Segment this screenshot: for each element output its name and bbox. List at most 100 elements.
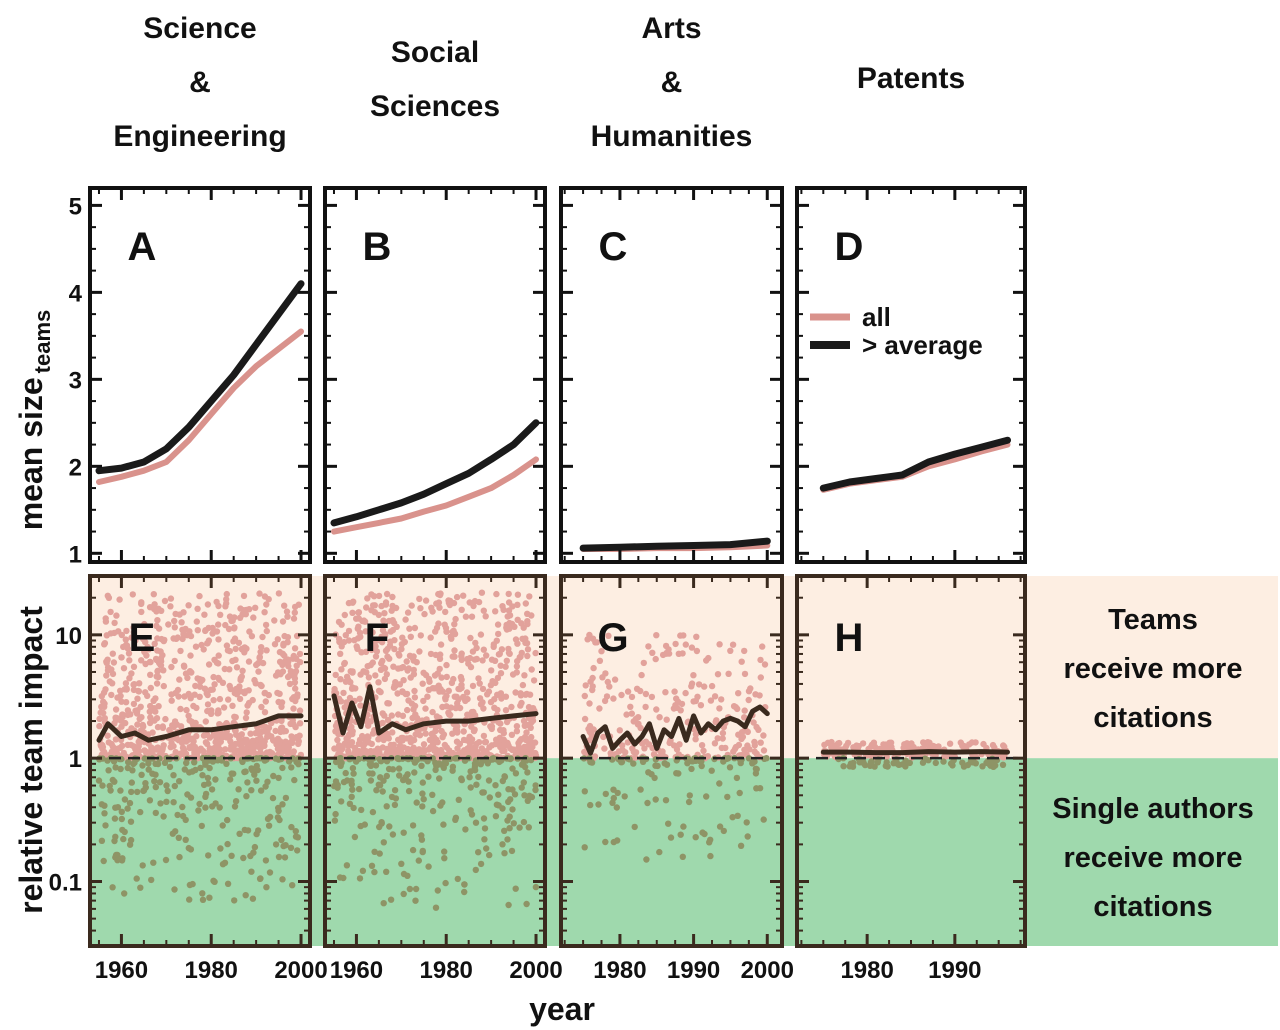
scatter-point-below [479,789,486,796]
scatter-point-above [147,684,154,692]
scatter-point-below [179,812,187,820]
scatter-point-above [443,673,450,681]
scatter-point-above [606,683,613,690]
scatter-point-below [437,802,444,809]
scatter-point-above [223,642,231,649]
y-tick-label: 3 [69,367,82,394]
scatter-point-above [170,721,178,728]
scatter-point-above [226,647,233,655]
scatter-point-above [402,616,409,623]
scatter-point-above [360,749,367,756]
scatter-point-above [581,715,589,723]
scatter-point-above [467,634,474,642]
scatter-point-below [336,755,343,762]
scatter-point-above [223,734,230,741]
scatter-point-above [637,687,644,695]
scatter-point-above [406,734,414,742]
scatter-point-above [639,740,646,747]
scatter-point-above [394,690,401,697]
scatter-point-below [614,837,621,844]
scatter-point-above [389,593,396,601]
scatter-point-above [215,602,222,610]
scatter-point-above [210,697,217,704]
scatter-point-above [138,599,145,606]
scatter-point-below [862,761,869,769]
scatter-point-above [237,676,244,684]
scatter-point-below [999,761,1007,768]
scatter-point-above [395,711,402,718]
scatter-point-above [454,729,461,736]
scatter-point-below [134,788,141,796]
scatter-point-above [741,670,749,678]
scatter-point-above [464,745,472,752]
scatter-point-above [523,729,530,736]
scatter-point-above [494,706,501,714]
scatter-point-above [828,744,835,751]
scatter-point-above [138,608,145,616]
scatter-point-above [258,644,265,651]
scatter-point-below [227,776,234,783]
scatter-point-above [139,721,146,729]
scatter-point-below [111,837,118,845]
scatter-point-below [733,774,741,782]
scatter-point-above [618,691,625,699]
scatter-point-below [98,837,106,844]
scatter-point-below [164,787,171,795]
scatter-point-below [724,793,731,801]
scatter-point-below [420,796,427,803]
scatter-point-below [352,758,360,765]
scatter-point-below [160,813,167,820]
scatter-point-above [966,741,973,748]
scatter-point-above [484,691,491,698]
scatter-point-below [221,859,229,866]
scatter-point-below [114,804,122,811]
scatter-point-below [294,847,301,854]
scatter-point-above [240,592,248,600]
scatter-point-below [152,783,159,791]
scatter-point-above [116,596,123,603]
x-tick-label: 2000 [509,957,562,984]
scatter-point-above [656,714,663,721]
scatter-point-above [97,709,104,716]
scatter-point-above [364,722,372,729]
scatter-point-below [602,838,609,846]
scatter-point-above [652,655,659,663]
scatter-point-above [648,693,656,701]
scatter-point-below [499,841,506,848]
scatter-point-above [653,632,660,639]
scatter-point-below [349,765,357,772]
scatter-point-above [989,741,997,749]
scatter-point-below [162,856,170,864]
scatter-point-above [186,668,194,675]
scatter-point-above [141,648,148,655]
scatter-point-above [429,708,436,716]
scatter-point-below [506,825,513,832]
scatter-point-above [175,693,182,700]
scatter-point-below [247,852,254,860]
scatter-point-below [480,815,488,822]
scatter-point-below [452,755,459,762]
scatter-point-below [412,885,420,893]
scatter-point-below [281,854,289,861]
scatter-point-above [142,660,149,668]
scatter-point-below [524,797,531,804]
scatter-point-above [198,641,205,649]
scatter-point-above [671,688,678,695]
scatter-point-above [150,591,157,598]
scatter-point-above [607,750,614,757]
scatter-point-below [419,803,426,810]
scatter-point-above [142,638,149,646]
scatter-point-above [471,656,478,663]
axis-ticks [90,188,1025,946]
scatter-point-above [120,665,128,672]
scatter-point-above [96,722,103,730]
scatter-point-below [979,763,986,770]
scatter-point-above [284,743,291,751]
scatter-point-above [174,686,182,694]
scatter-point-above [730,703,738,710]
scatter-point-above [130,663,138,670]
scatter-point-below [367,777,375,784]
scatter-point-above [123,627,130,635]
scatter-point-below [191,759,198,766]
scatter-point-above [697,702,705,709]
